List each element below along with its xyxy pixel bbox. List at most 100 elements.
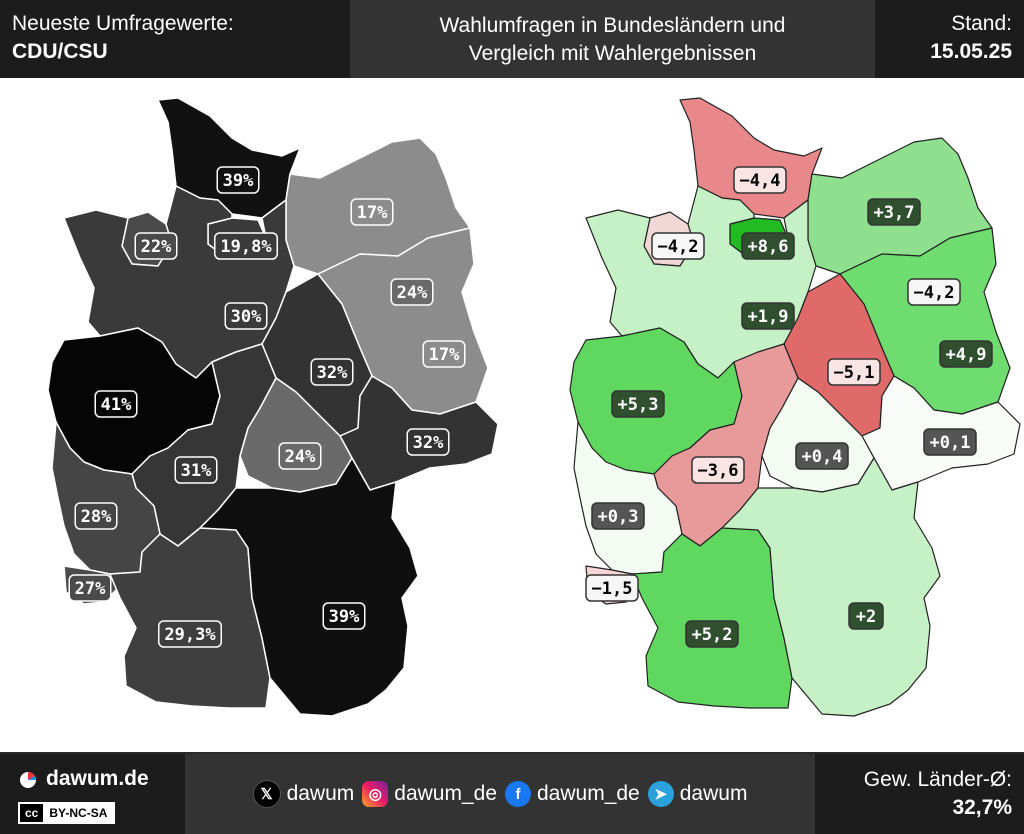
- social-handle: dawum_de: [537, 782, 640, 805]
- left-map-labels: 39% 19,8% 17% 22% 30% 24% 17% 32% 41% 32% 24% 31% 28…: [68, 166, 466, 648]
- dawum-link[interactable]: dawum.de: [18, 764, 167, 794]
- label-box: [406, 428, 450, 456]
- right-map-labels: −4,4 +8,6 +3,7 −4,2 +1,9 −4,2 +4,9 −5,1 +5,3 +0,1…: [585, 166, 993, 648]
- label-box: [214, 232, 278, 260]
- stand-label: Stand:: [951, 12, 1012, 35]
- x-icon: 𝕏: [252, 780, 281, 808]
- label-be: −4,2: [907, 278, 961, 306]
- label-hh: 19,8%: [214, 232, 278, 260]
- label-box: [74, 502, 118, 530]
- label-th: 24%: [278, 442, 322, 470]
- label-nw: 41%: [94, 390, 138, 418]
- instagram-icon: ◎: [362, 781, 389, 807]
- label-value: 31%: [181, 461, 212, 481]
- cc-icon: cc: [20, 804, 44, 822]
- label-mv: 17%: [350, 198, 394, 226]
- label-box: [907, 278, 961, 306]
- title-line-1: Wahlumfragen in Bundesländern und: [439, 14, 786, 37]
- label-value: 28%: [81, 507, 112, 527]
- label-value: +8,6: [748, 237, 789, 257]
- label-box: [216, 166, 260, 194]
- social-facebook[interactable]: f dawum_de: [505, 781, 640, 807]
- brand-text: dawum.de: [46, 767, 149, 790]
- license-badge[interactable]: cc BY-NC-SA: [18, 802, 116, 824]
- label-value: +2: [856, 607, 876, 627]
- label-he: −3,6: [691, 456, 745, 484]
- label-bb: +4,9: [939, 340, 993, 368]
- label-box: [741, 302, 795, 330]
- state-by: [199, 457, 419, 717]
- label-hb: 22%: [134, 232, 178, 260]
- social-telegram[interactable]: ➤ dawum: [647, 781, 748, 807]
- label-by: 39%: [322, 602, 366, 630]
- label-box: [733, 166, 787, 194]
- label-value: −3,6: [698, 461, 739, 481]
- average-label: Gew. Länder-Ø:: [863, 768, 1012, 791]
- facebook-icon: f: [505, 781, 531, 807]
- stand-date: 15.05.25: [930, 40, 1012, 63]
- label-value: +5,2: [692, 625, 733, 645]
- label-sl: −1,5: [585, 574, 639, 602]
- label-box: [741, 232, 795, 260]
- label-value: −4,2: [914, 283, 955, 303]
- label-value: 17%: [357, 203, 388, 223]
- label-value: 39%: [329, 607, 360, 627]
- average-value: 32,7%: [952, 796, 1012, 819]
- label-box: [174, 456, 218, 484]
- label-value: −4,4: [740, 171, 781, 191]
- license-text: BY-NC-SA: [49, 806, 108, 820]
- label-value: +0,1: [930, 433, 971, 453]
- label-value: +4,9: [946, 345, 987, 365]
- label-box: [795, 442, 849, 470]
- label-he: 31%: [174, 456, 218, 484]
- label-value: +5,3: [618, 395, 659, 415]
- dawum-logo-icon: [20, 771, 37, 788]
- telegram-icon: ➤: [647, 781, 674, 807]
- label-bw: 29,3%: [158, 620, 222, 648]
- label-value: +3,7: [874, 203, 915, 223]
- label-ni: +1,9: [741, 302, 795, 330]
- label-value: 32%: [413, 433, 444, 453]
- label-value: 24%: [397, 283, 428, 303]
- label-value: −1,5: [592, 579, 633, 599]
- label-be: 24%: [390, 278, 434, 306]
- label-box: [685, 620, 739, 648]
- label-box: [923, 428, 977, 456]
- label-hh: +8,6: [741, 232, 795, 260]
- social-instagram[interactable]: ◎ dawum_de: [362, 781, 497, 807]
- state-by: [721, 457, 941, 717]
- label-value: +0,4: [802, 447, 843, 467]
- label-box: [94, 390, 138, 418]
- label-box: [691, 456, 745, 484]
- label-rp: 28%: [74, 502, 118, 530]
- right-map-differences: [569, 97, 1021, 717]
- label-bb: 17%: [422, 340, 466, 368]
- label-box: [158, 620, 222, 648]
- label-value: 32%: [317, 363, 348, 383]
- label-box: [611, 390, 665, 418]
- header-left: Neueste Umfragewerte: CDU/CSU: [0, 0, 350, 78]
- footer-bar: dawum.de cc BY-NC-SA 𝕏 dawum ◎ dawum_de …: [0, 752, 1024, 834]
- label-st: −5,1: [827, 358, 881, 386]
- label-th: +0,4: [795, 442, 849, 470]
- label-value: 17%: [429, 345, 460, 365]
- label-value: 19,8%: [220, 237, 272, 257]
- label-ni: 30%: [224, 302, 268, 330]
- label-box: [939, 340, 993, 368]
- label-sl: 27%: [68, 574, 112, 602]
- label-box: [651, 232, 705, 260]
- label-mv: +3,7: [867, 198, 921, 226]
- social-handle: dawum: [679, 782, 748, 805]
- label-hb: −4,2: [651, 232, 705, 260]
- header-bar: Neueste Umfragewerte: CDU/CSU Wahlumfrag…: [0, 0, 1024, 78]
- label-box: [390, 278, 434, 306]
- label-box: [848, 602, 884, 630]
- label-box: [224, 302, 268, 330]
- label-sh: 39%: [216, 166, 260, 194]
- social-x[interactable]: 𝕏 dawum: [252, 780, 354, 808]
- label-value: 22%: [141, 237, 172, 257]
- label-value: 39%: [223, 171, 254, 191]
- label-value: 27%: [75, 579, 106, 599]
- footer-average: Gew. Länder-Ø: 32,7%: [815, 754, 1024, 834]
- label-box: [68, 574, 112, 602]
